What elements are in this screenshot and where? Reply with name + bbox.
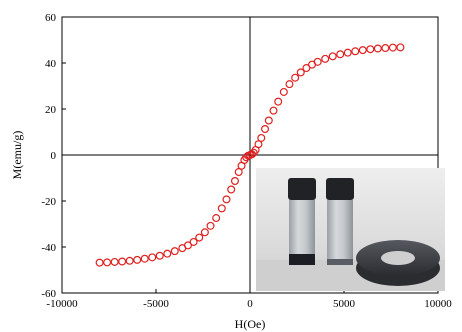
data-point xyxy=(227,185,236,194)
data-point xyxy=(358,46,367,55)
data-point xyxy=(296,68,305,77)
data-point xyxy=(321,54,330,63)
data-point xyxy=(189,237,198,246)
data-point xyxy=(103,258,112,267)
data-point xyxy=(257,133,266,142)
right-vial-sediment xyxy=(327,259,353,265)
data-point xyxy=(373,44,382,53)
axis-ticks xyxy=(61,16,439,294)
data-point xyxy=(195,233,204,242)
y-tick-label: 0 xyxy=(51,150,57,162)
data-point xyxy=(200,228,209,237)
y-tick-label: -20 xyxy=(41,196,56,208)
data-point xyxy=(291,73,300,82)
data-point xyxy=(206,221,215,230)
data-point xyxy=(140,254,149,263)
x-tick-label: 0 xyxy=(247,298,253,310)
data-point xyxy=(302,64,311,73)
hysteresis-series xyxy=(95,43,405,267)
data-point xyxy=(118,257,127,266)
data-point xyxy=(279,87,288,96)
data-point xyxy=(125,256,134,265)
data-point xyxy=(183,241,192,250)
x-axis-label: H(Oe) xyxy=(235,317,266,331)
data-point xyxy=(366,45,375,54)
data-point xyxy=(264,116,273,125)
x-tick-label: -5000 xyxy=(143,298,169,310)
left-vial-cap xyxy=(288,178,316,200)
data-point xyxy=(148,253,157,262)
data-point xyxy=(269,106,278,115)
y-tick-label: -60 xyxy=(41,288,56,300)
left-vial-sediment xyxy=(289,254,315,265)
y-tick-label: 20 xyxy=(45,104,57,116)
right-vial-glass xyxy=(327,200,353,265)
y-tick-label: 60 xyxy=(45,12,57,24)
data-point xyxy=(230,176,239,185)
data-point xyxy=(212,214,221,223)
data-point xyxy=(351,47,360,56)
data-point xyxy=(328,52,337,61)
data-point xyxy=(217,204,226,213)
data-point xyxy=(285,80,294,89)
data-point xyxy=(388,43,397,52)
ring-magnet xyxy=(356,240,440,286)
data-point xyxy=(396,43,405,52)
data-point xyxy=(95,258,104,267)
data-point xyxy=(222,195,231,204)
data-point xyxy=(163,249,172,258)
left-vial xyxy=(288,178,316,265)
right-vial xyxy=(326,178,354,265)
data-point xyxy=(274,97,283,106)
data-point xyxy=(313,57,322,66)
y-axis-label: M(emu/g) xyxy=(10,131,24,180)
data-point xyxy=(336,50,345,59)
data-point xyxy=(381,44,390,53)
data-point xyxy=(261,125,270,134)
data-point xyxy=(343,48,352,57)
x-tick-label: 5000 xyxy=(333,298,356,310)
data-point xyxy=(155,251,164,260)
magnet-hole xyxy=(381,251,415,265)
data-point xyxy=(133,255,142,264)
x-tick-label: 10000 xyxy=(424,298,452,310)
x-tick-label: -10000 xyxy=(46,298,78,310)
inset-photo-drawing xyxy=(256,168,445,291)
right-vial-cap xyxy=(326,178,354,200)
y-tick-label: 40 xyxy=(45,58,57,70)
y-tick-label: -40 xyxy=(41,242,56,254)
axis-tick-labels: 60 40 20 0 -20 -40 -60-10000 -5000 0 5000 10000 xyxy=(41,12,452,310)
data-point xyxy=(170,247,179,256)
inset-photo xyxy=(256,168,445,291)
data-point xyxy=(110,257,119,266)
